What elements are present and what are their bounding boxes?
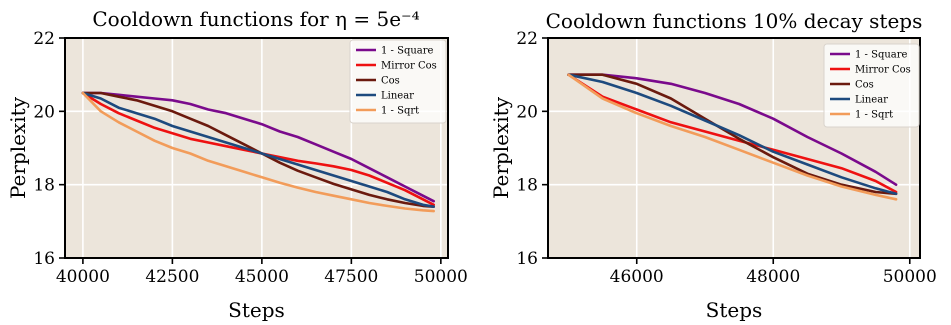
x-tick-label: 45000 — [235, 267, 289, 287]
y-tick-label: 18 — [33, 176, 55, 196]
series-line-1 — [81, 91, 436, 203]
series-line-5 — [567, 73, 898, 201]
chart-panel-1: 40000 42500 45000 47500 50000 16 18 20 22 Steps Pe… — [6, 7, 468, 322]
legend-box — [823, 43, 920, 128]
y-tick-label: 20 — [33, 102, 55, 122]
legend-label-3: Cos — [855, 80, 874, 91]
y-tick-label: 16 — [516, 249, 538, 269]
series-line-4 — [567, 73, 898, 196]
y-tick-label: 18 — [516, 176, 538, 196]
chart-title: Cooldown functions 10% decay steps — [546, 9, 923, 33]
x-tick-label: 46000 — [610, 267, 664, 287]
y-tick-label: 20 — [516, 102, 538, 122]
axes-frame — [64, 37, 449, 259]
y-axis-label: Perplexity — [6, 96, 30, 199]
x-tick-label: 48000 — [746, 267, 800, 287]
series-line-3 — [567, 73, 898, 196]
series-line-1 — [567, 73, 898, 186]
x-axis-label: Steps — [228, 298, 285, 322]
x-tick-label: 40000 — [56, 267, 110, 287]
legend-label-5: 1 - Sqrt — [381, 106, 419, 117]
axes-frame — [547, 37, 921, 259]
legend-label-3: Cos — [381, 76, 400, 87]
y-tick-label: 22 — [33, 29, 55, 49]
legend-label-4: Linear — [381, 91, 414, 102]
legend-box — [349, 39, 447, 124]
legend-label-5: 1 - Sqrt — [855, 110, 893, 121]
series-line-5 — [81, 91, 436, 213]
legend-label-2: Mirror Cos — [855, 65, 911, 76]
y-tick-label: 16 — [33, 249, 55, 269]
x-tick-label: 42500 — [145, 267, 199, 287]
legend: 1 - Square Mirror Cos Cos Linear 1 - Sqrt — [349, 39, 447, 124]
x-tick-label: 50000 — [414, 267, 468, 287]
x-tick-label: 50000 — [883, 267, 937, 287]
chart-panel-2: 46000 48000 50000 16 18 20 22 Steps Perplexity Co… — [489, 9, 937, 322]
legend-label-4: Linear — [855, 95, 888, 106]
legend-label-1: 1 - Square — [381, 46, 434, 57]
y-tick-label: 22 — [516, 29, 538, 49]
legend-label-2: Mirror Cos — [381, 61, 437, 72]
chart-title: Cooldown functions for η = 5e⁻⁴ — [92, 7, 419, 31]
x-tick-label: 47500 — [324, 267, 378, 287]
legend-label-1: 1 - Square — [855, 50, 908, 61]
series-line-4 — [81, 91, 436, 208]
x-axis-label: Steps — [706, 298, 763, 322]
series-line-2 — [567, 73, 898, 194]
y-axis-label: Perplexity — [489, 96, 513, 199]
legend: 1 - Square Mirror Cos Cos Linear 1 - Sqrt — [823, 43, 920, 128]
